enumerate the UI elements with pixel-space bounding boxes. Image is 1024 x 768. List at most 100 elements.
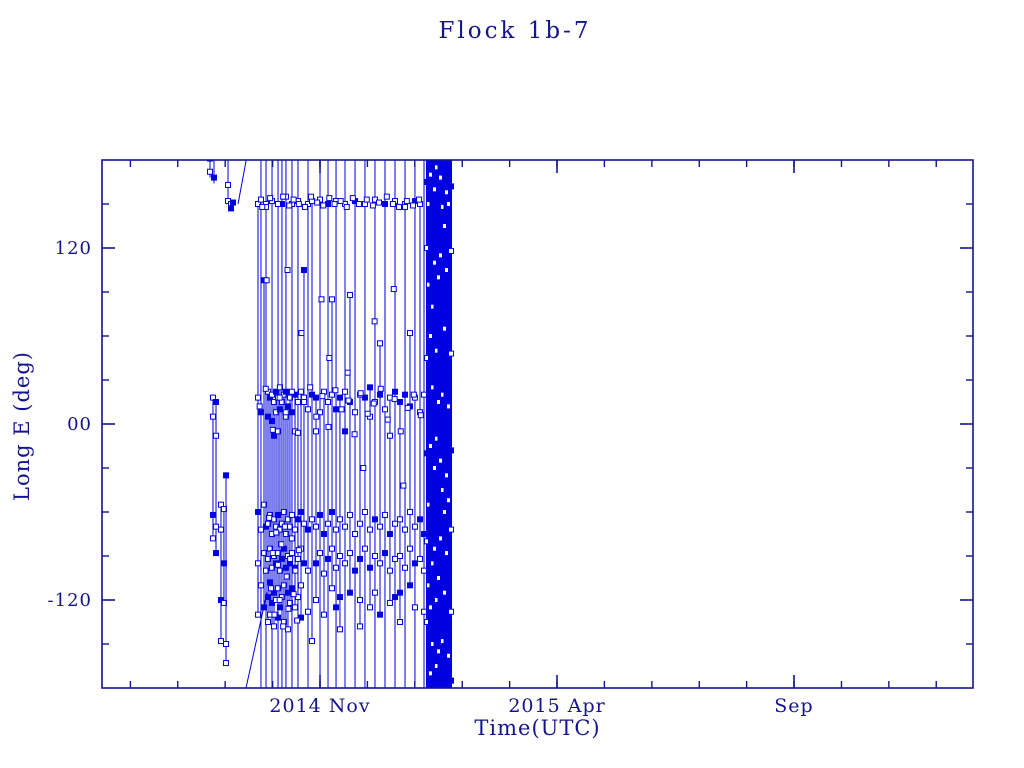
data-point [377,523,384,530]
y-tick-label: -120 [48,590,92,611]
data-point [294,399,301,405]
data-point [321,531,328,537]
data-point [406,509,413,515]
data-point [336,626,343,633]
data-point [352,567,359,574]
data-point [273,529,280,536]
data-point [346,511,353,518]
data-point [381,406,388,413]
data-point [267,195,274,202]
data-point [275,585,282,592]
data-point [223,472,230,479]
data-point [300,267,307,273]
data-point [356,623,363,630]
data-point [402,203,409,210]
data-point [262,385,269,392]
data-layer [207,160,455,688]
data-point [288,585,295,592]
data-point [411,604,418,611]
data-point [307,384,314,391]
data-point [223,641,230,647]
data-point [403,198,410,205]
data-point [217,638,224,645]
data-point [287,555,294,562]
axes-frame [101,159,974,689]
data-point [367,604,374,611]
data-point [386,531,393,537]
data-point [292,604,299,611]
data-point [257,582,264,589]
data-point [280,193,287,200]
data-point [396,399,403,405]
data-point [325,423,332,430]
data-point [329,585,336,592]
data-point [371,318,378,325]
data-point [343,203,350,210]
data-point [392,388,399,395]
data-point [317,511,324,518]
data-point [325,399,332,405]
data-point [329,545,336,552]
data-point [386,599,393,606]
data-point [402,526,409,533]
data-point [361,545,368,552]
data-point [392,520,399,527]
data-point [352,531,359,537]
data-point [257,409,264,416]
data-point [336,594,343,601]
data-point [278,541,285,548]
data-point [352,409,359,416]
data-point [351,431,358,438]
data-point [363,196,370,203]
data-point [325,201,332,207]
data-point [313,560,320,567]
data-point [284,626,291,633]
data-point [326,195,333,202]
data-point [346,291,353,298]
data-point [320,202,327,209]
data-point [377,560,384,567]
data-point [294,429,301,436]
data-point [346,589,353,596]
x-tick-label: Sep [774,695,813,717]
data-point [280,623,287,630]
data-point [304,406,311,413]
data-point [396,589,403,596]
data-point [421,608,428,615]
data-point [406,330,413,337]
data-point [421,567,428,574]
data-point [266,514,273,521]
data-point [257,196,264,203]
data-point [377,385,384,392]
data-point [392,594,399,601]
data-point [448,183,455,190]
data-point [390,286,397,293]
data-point [356,555,363,562]
data-point [396,619,403,625]
data-point [400,482,407,489]
data-point [342,428,349,435]
data-point [342,523,349,530]
data-point [367,564,374,571]
data-point [333,564,340,571]
data-line [237,160,247,205]
data-point [257,526,264,533]
data-point [308,516,315,523]
data-point [370,400,377,407]
data-point [448,350,455,357]
data-point [229,199,236,206]
data-point [448,677,455,684]
data-point [308,638,315,645]
data-point [333,604,340,611]
data-point [371,589,378,596]
data-point [392,555,399,562]
data-point [213,550,220,557]
data-point [301,399,308,405]
data-point [276,597,283,603]
data-point [263,277,270,284]
data-point [321,570,328,577]
data-point [344,369,351,376]
data-point [345,397,352,404]
data-point [384,416,391,423]
